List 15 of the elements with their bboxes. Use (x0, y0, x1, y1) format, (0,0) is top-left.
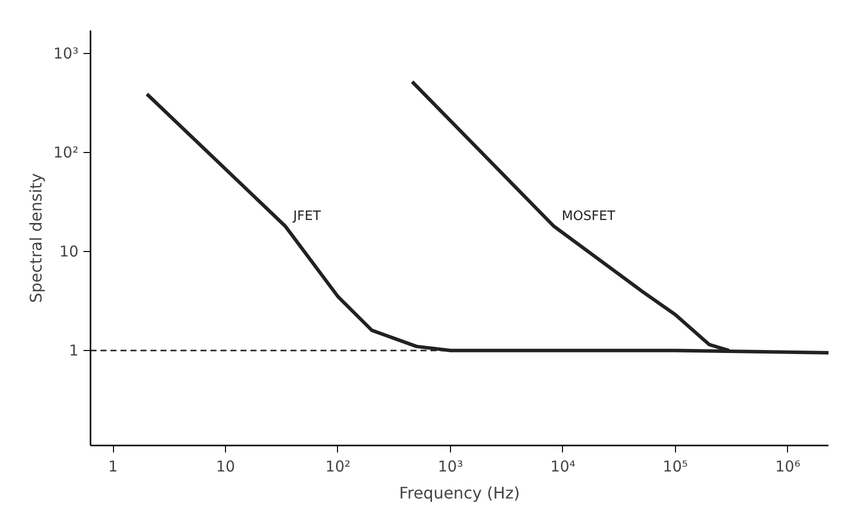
x-tick-label: 10⁶ (775, 458, 800, 476)
x-tick-label: 10 (216, 458, 236, 476)
series-label: JFET (292, 209, 321, 224)
series-label: MOSFET (562, 209, 616, 224)
y-tick-label: 10² (53, 143, 79, 162)
y-axis-title: Spectral density (26, 173, 46, 303)
x-tick-label: 10² (325, 458, 351, 476)
y-tick-label: 10³ (53, 44, 79, 62)
x-tick-label: 10³ (438, 458, 464, 476)
x-axis-title: Frequency (Hz) (399, 484, 520, 502)
x-tick-label: 10⁵ (662, 458, 688, 476)
x-tick-label: 10⁴ (550, 458, 576, 476)
x-tick-label: 1 (108, 458, 118, 476)
y-tick-label: 10 (59, 242, 79, 260)
y-tick-label: 1 (68, 342, 79, 360)
